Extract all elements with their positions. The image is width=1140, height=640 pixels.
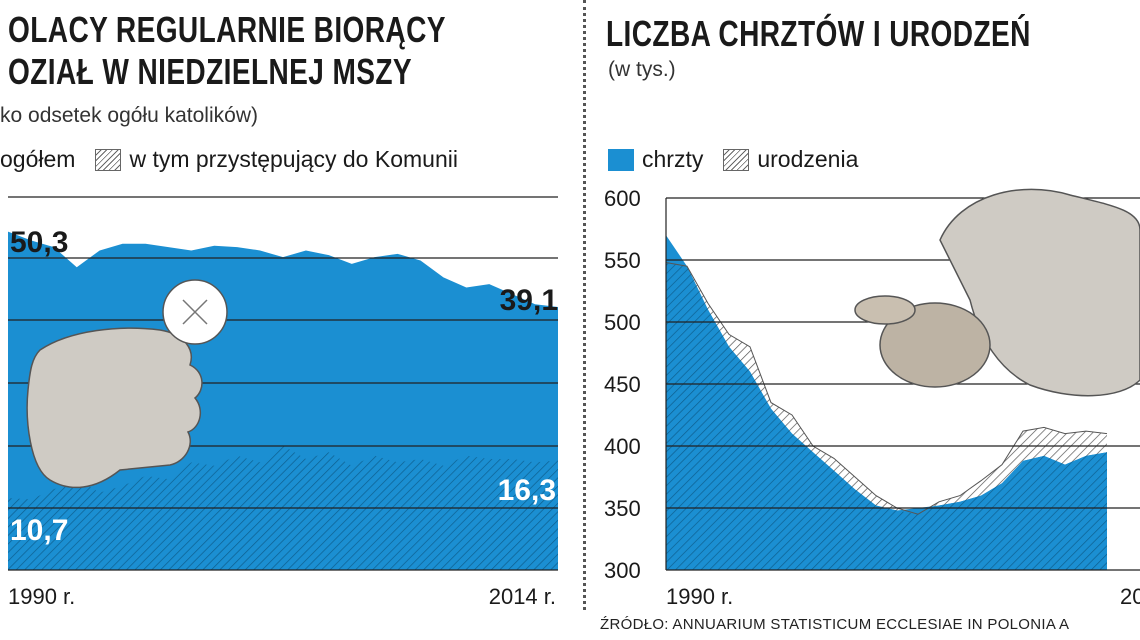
left-title-line2: OZIAŁ W NIEDZIELNEJ MSZY <box>8 51 413 92</box>
blue-swatch <box>608 148 634 171</box>
legend-label-chrzty: chrzty <box>642 146 704 172</box>
area-overlap <box>666 262 1107 570</box>
data-label: 50,3 <box>10 226 68 259</box>
y-tick-label: 400 <box>604 434 641 459</box>
data-label: 16,3 <box>498 474 556 507</box>
data-label: 39,1 <box>500 284 558 317</box>
cross-icon <box>182 299 208 325</box>
source-note: ŹRÓDŁO: ANNUARIUM STATISTICUM ECCLESIAE … <box>600 616 1070 633</box>
right-chart: 300 350 400 450 500 550 600 1990 r. 20 <box>604 186 1140 609</box>
legend-item-ogolem: ogółem <box>0 146 75 173</box>
legend-label-ogolem: ogółem <box>0 146 76 172</box>
panel-divider <box>583 0 586 610</box>
left-legend: ogółem w tym przystępujący do Komunii <box>0 146 478 173</box>
pitcher-illustration <box>854 188 1140 397</box>
legend-item-komunia: w tym przystępujący do Komunii <box>95 146 458 173</box>
hatch-swatch-2 <box>723 148 750 171</box>
pitcher-shape <box>879 302 991 388</box>
legend-item-urodzenia: urodzenia <box>723 146 858 173</box>
x-tick-label: 20 <box>1120 584 1140 609</box>
hand-illustration <box>26 279 228 489</box>
legend-item-chrzty: chrzty <box>608 146 703 173</box>
right-legend: chrzty urodzenia <box>608 146 878 173</box>
line-urodzenia <box>665 261 1108 515</box>
x-tick-label: 1990 r. <box>666 584 733 609</box>
left-subtitle: ko odsetek ogółu katolików) <box>0 104 258 127</box>
left-chart: 50,3 39,1 10,7 16,3 1990 r. 2014 r. <box>8 196 558 609</box>
y-tick-label: 600 <box>604 186 641 211</box>
pitcher-spout <box>854 295 916 325</box>
y-tick-label: 450 <box>604 372 641 397</box>
legend-label-komunia: w tym przystępujący do Komunii <box>129 146 458 172</box>
y-tick-label: 350 <box>604 496 641 521</box>
legend-label-urodzenia: urodzenia <box>757 146 859 172</box>
hatch-swatch <box>95 148 122 171</box>
y-tick-label: 300 <box>604 558 641 583</box>
y-tick-label: 550 <box>604 248 641 273</box>
x-tick-label: 2014 r. <box>489 584 556 609</box>
hand-shape <box>26 327 203 489</box>
data-label: 10,7 <box>10 514 68 547</box>
left-title-line1: OLACY REGULARNIE BIORĄCY <box>8 9 446 50</box>
y-tick-label: 500 <box>604 310 641 335</box>
x-tick-label: 1990 r. <box>8 584 75 609</box>
right-subtitle: (w tys.) <box>608 58 676 81</box>
right-title: LICZBA CHRZTÓW I URODZEŃ <box>606 13 1031 54</box>
